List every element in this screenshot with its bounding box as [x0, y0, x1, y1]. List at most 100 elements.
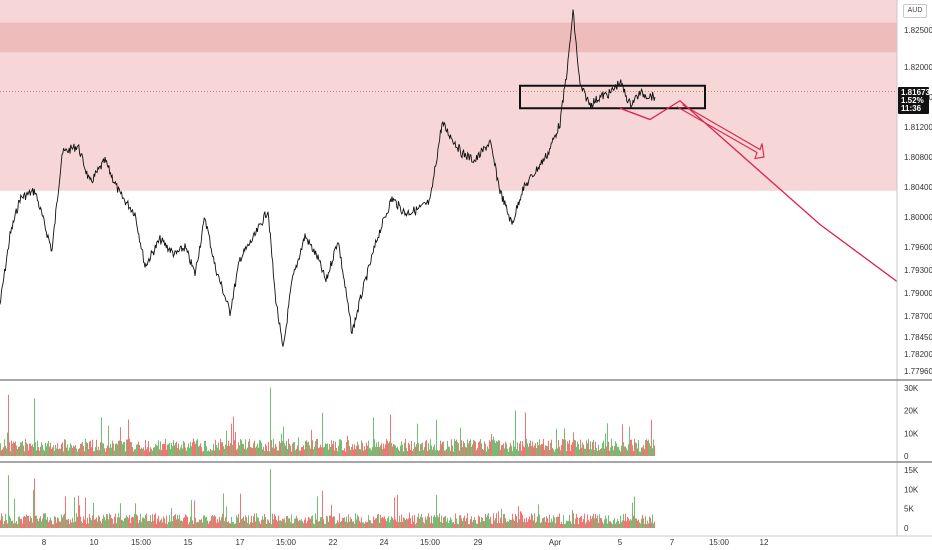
- volume-bar: [235, 523, 236, 528]
- volume-bar: [60, 448, 61, 456]
- volume-bar: [450, 451, 451, 456]
- volume-bar: [575, 518, 576, 528]
- volume-bar: [589, 521, 590, 528]
- volume-bar: [350, 517, 351, 528]
- volume-bar: [170, 521, 171, 528]
- volume-bar: [622, 424, 623, 456]
- volume-bar: [649, 443, 650, 456]
- volume-bar: [564, 524, 565, 528]
- volume-bar: [517, 442, 518, 456]
- volume-bar: [87, 443, 88, 456]
- volume-bar: [36, 450, 37, 456]
- volume-bar: [546, 446, 547, 456]
- volume-bar: [437, 449, 438, 456]
- volume-bar: [217, 447, 218, 456]
- volume-bar: [231, 423, 232, 456]
- volume-bar: [416, 522, 417, 528]
- volume-bar: [161, 518, 162, 528]
- volume-bar: [496, 440, 497, 456]
- volume-bar: [184, 517, 185, 528]
- projection-arrow[interactable]: [619, 99, 898, 283]
- volume-bar: [646, 439, 647, 456]
- volume-bar: [479, 516, 480, 528]
- volume-bar: [50, 517, 51, 528]
- volume-bar: [52, 524, 53, 528]
- volume-bar: [42, 445, 43, 456]
- volume-bar: [17, 524, 18, 528]
- currency-label[interactable]: AUD: [903, 4, 927, 18]
- volume-bar: [63, 451, 64, 456]
- volume-bar: [377, 514, 378, 528]
- volume-pane-2[interactable]: 15K 10K 5K 0: [0, 466, 919, 533]
- main-pane[interactable]: [0, 0, 898, 347]
- volume-bar: [273, 519, 274, 528]
- volume-bar: [53, 524, 54, 528]
- volume-bar: [461, 440, 462, 456]
- volume-bar: [628, 518, 629, 528]
- volume-bar: [33, 489, 34, 528]
- volume-bar: [189, 522, 190, 528]
- volume-bar: [91, 520, 92, 528]
- volume-bar: [513, 519, 514, 528]
- volume-bar: [49, 520, 50, 528]
- time-axis[interactable]: 8 10 15:00 15 17 15:00 22 24 15:00 29 Apr 5 7 15:00 12: [42, 538, 769, 547]
- volume-bar: [101, 417, 102, 456]
- volume-bar: [103, 514, 104, 528]
- volume-bar: [642, 515, 643, 528]
- volume-bar: [172, 521, 173, 528]
- volume-bar: [121, 519, 122, 528]
- volume-bar: [241, 440, 242, 456]
- volume-bar: [167, 444, 168, 456]
- volume-bar: [157, 445, 158, 456]
- volume-bar: [635, 442, 636, 456]
- volume-bar: [433, 516, 434, 528]
- volume-bar: [492, 439, 493, 456]
- volume-bar: [78, 449, 79, 456]
- volume-bar: [421, 514, 422, 528]
- candle-countdown: 11:36: [901, 104, 922, 113]
- volume-bar: [57, 517, 58, 528]
- volume-bar: [454, 524, 455, 528]
- volume-bar: [24, 451, 25, 456]
- volume-bar: [112, 440, 113, 456]
- volume-bar: [600, 518, 601, 528]
- volume-bar: [632, 445, 633, 456]
- volume-bar: [500, 450, 501, 456]
- volume-bar: [97, 521, 98, 528]
- volume-bar: [372, 523, 373, 528]
- volume-bar: [10, 517, 11, 528]
- volume-bar: [484, 441, 485, 456]
- price-axis[interactable]: 1.825001.820001.816001.812001.808001.804…: [896, 0, 932, 536]
- consolidation-box[interactable]: [519, 84, 706, 110]
- volume-bar: [436, 419, 437, 456]
- volume-bar: [111, 517, 112, 528]
- volume-bar: [385, 444, 386, 456]
- volume-bar: [435, 450, 436, 456]
- volume-bar: [289, 443, 290, 456]
- volume-bar: [587, 443, 588, 456]
- volume-bar: [455, 513, 456, 528]
- volume-bar: [471, 516, 472, 528]
- volume-bar: [331, 440, 332, 456]
- volume-bar: [235, 432, 236, 456]
- volume-bar: [219, 450, 220, 456]
- volume-bar: [325, 524, 326, 528]
- volume-bar: [651, 419, 652, 456]
- volume-bar: [400, 522, 401, 528]
- volume-bar: [51, 520, 52, 528]
- volume-bar: [378, 513, 379, 528]
- volume-bar: [448, 446, 449, 456]
- volume-bar: [28, 515, 29, 528]
- volume-bar: [604, 448, 605, 456]
- volume-bar: [638, 519, 639, 528]
- volume-bar: [516, 516, 517, 528]
- volume-bar: [150, 447, 151, 456]
- volume-bar: [411, 440, 412, 456]
- volume-pane-1[interactable]: 30K 20K 10K 0: [0, 384, 919, 461]
- volume-bar: [60, 521, 61, 528]
- volume-bar: [159, 449, 160, 456]
- volume-bar: [413, 448, 414, 456]
- volume-bar: [150, 515, 151, 528]
- volume-bar: [537, 516, 538, 528]
